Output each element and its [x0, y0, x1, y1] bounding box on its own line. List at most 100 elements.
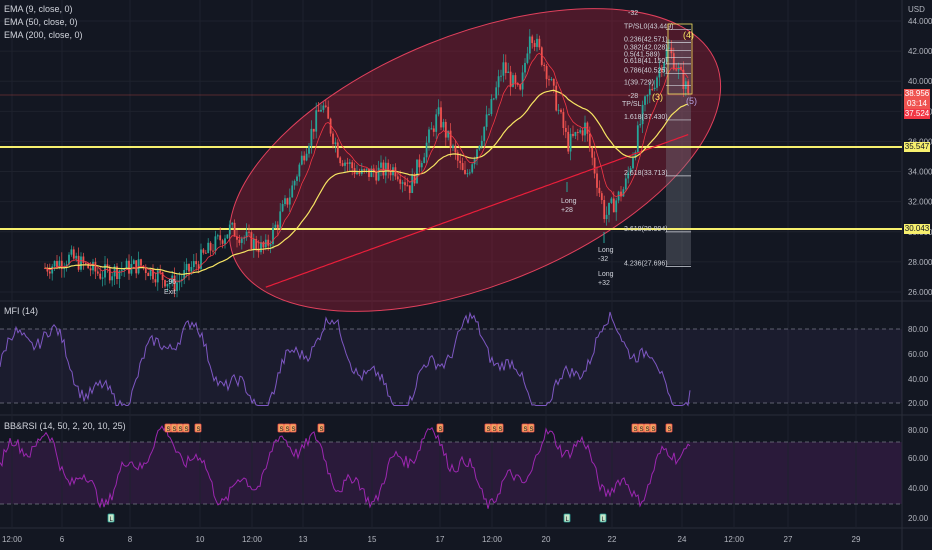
- candle-body: [620, 191, 622, 197]
- wave-4-label: (4): [683, 30, 694, 40]
- mfi-tick: 80.00: [908, 325, 929, 334]
- candle-body: [610, 198, 613, 203]
- candle-body: [135, 260, 138, 274]
- legend-mfi[interactable]: MFI (14): [4, 306, 39, 316]
- candle-body: [87, 263, 90, 269]
- candle-body: [173, 275, 176, 292]
- candle-body: [195, 261, 198, 265]
- candle-body: [329, 118, 332, 134]
- candle-body: [72, 249, 75, 259]
- mfi-line: [0, 311, 691, 407]
- time-tick: 17: [436, 535, 445, 544]
- legend-ema200[interactable]: EMA (200, close, 0): [4, 30, 83, 40]
- candle-body: [332, 133, 334, 145]
- mfi-axis[interactable]: 80.00 60.00 40.00 20.00: [908, 325, 929, 408]
- fib-level-label: 0.618(41.150): [624, 58, 668, 65]
- candle-body: [68, 254, 70, 265]
- signal-markers: S S S S S S S S S S S S S S S S S S S SL L L: [107, 423, 673, 523]
- fib-level-label: 1(39.729): [624, 79, 654, 86]
- candle-body: [351, 162, 354, 169]
- sell-signal-label: S: [487, 427, 491, 433]
- sell-signal-label: S: [185, 427, 189, 433]
- candle-body: [682, 69, 685, 90]
- candle-body: [648, 88, 651, 95]
- candle-body: [156, 270, 159, 283]
- mfi-band-fill: [0, 329, 902, 403]
- candle-body: [584, 122, 586, 136]
- sell-signal-label: S: [179, 427, 183, 433]
- candle-body: [178, 280, 181, 283]
- sell-signal-marker: [317, 423, 325, 433]
- price-axis[interactable]: 44.00042.00040.00038.00036.00034.00032.0…: [908, 17, 932, 297]
- sell-signal-marker: [289, 423, 297, 433]
- candle-body: [53, 261, 56, 267]
- candle-body: [543, 64, 546, 67]
- candle-body: [413, 174, 416, 184]
- candle-body: [346, 162, 349, 164]
- candle-body: [106, 264, 109, 268]
- candle-body: [504, 62, 507, 73]
- candle-body: [550, 78, 553, 80]
- bbrsi-axis[interactable]: 80.00 60.00 40.00 20.00: [908, 426, 929, 523]
- candle-body: [651, 88, 654, 90]
- sell-signal-marker: [527, 423, 535, 433]
- candle-body: [497, 76, 500, 88]
- time-tick: 12:00: [2, 535, 23, 544]
- ema200-line: [265, 134, 689, 288]
- candle-body: [224, 238, 226, 244]
- candle-body: [264, 239, 267, 248]
- candle-body: [406, 185, 409, 187]
- time-tick: 29: [852, 535, 861, 544]
- fib-extension[interactable]: TP/SL0(43.449) 0.236(42.571)0.382(42.028)…: [624, 23, 693, 267]
- candle-body: [161, 272, 164, 281]
- legend-ema50[interactable]: EMA (50, close, 0): [4, 17, 78, 27]
- tp2-label: TP/SL: [622, 101, 642, 108]
- candle-body: [310, 128, 313, 146]
- candle-body: [560, 109, 562, 113]
- candle-body: [176, 282, 178, 292]
- time-axis[interactable]: 12:00 6 8 10 12:00 13 15 17 12:00 20 22 24 12:00 27 29: [2, 535, 861, 544]
- time-tick: 22: [608, 535, 617, 544]
- candle-body: [147, 273, 150, 277]
- exit-label: Exit: [164, 289, 176, 296]
- candle-body: [344, 162, 346, 166]
- legend-ema9[interactable]: EMA (9, close, 0): [4, 4, 73, 14]
- candle-body: [545, 66, 548, 80]
- wave-3-label: (3): [652, 92, 663, 102]
- candle-body: [500, 75, 502, 77]
- fib-level-label: 0.786(40.525): [624, 67, 668, 74]
- candle-body: [454, 145, 457, 153]
- candle-body: [92, 261, 94, 271]
- candle-body: [334, 142, 337, 145]
- candle-body: [327, 106, 330, 119]
- candle-body: [452, 145, 454, 148]
- buy-signal-label: L: [110, 517, 114, 523]
- candle-body: [70, 249, 73, 255]
- wave-box: [667, 23, 693, 95]
- sell-signal-label: S: [493, 427, 497, 433]
- candle-body: [368, 168, 370, 177]
- candle-body: [185, 263, 188, 271]
- candle-body: [624, 178, 627, 190]
- sell-signal-label: S: [167, 427, 171, 433]
- time-tick: 12:00: [482, 535, 503, 544]
- candle-body: [399, 179, 402, 184]
- time-tick: 6: [60, 535, 65, 544]
- sell-signal-label: S: [530, 427, 534, 433]
- candle-body: [596, 173, 598, 188]
- candle-body: [228, 224, 231, 235]
- legend-bbrsi[interactable]: BB&RSI (14, 50, 2, 20, 10, 25): [4, 421, 126, 431]
- candle-body: [120, 269, 123, 271]
- candle-body: [564, 128, 567, 132]
- candle-body: [646, 94, 649, 97]
- candle-body: [221, 240, 224, 244]
- candle-body: [538, 38, 541, 48]
- candle-body: [464, 169, 466, 174]
- candle-body: [576, 131, 579, 133]
- time-tick: 20: [542, 535, 551, 544]
- price-pane[interactable]: [0, 0, 902, 300]
- candle-body: [281, 204, 284, 212]
- candle-body: [581, 130, 584, 136]
- sell-signal-label: S: [499, 427, 503, 433]
